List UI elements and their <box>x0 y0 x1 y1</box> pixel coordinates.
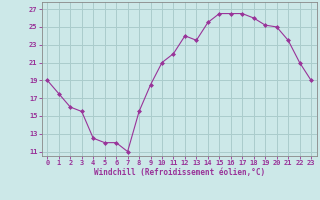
X-axis label: Windchill (Refroidissement éolien,°C): Windchill (Refroidissement éolien,°C) <box>94 168 265 177</box>
